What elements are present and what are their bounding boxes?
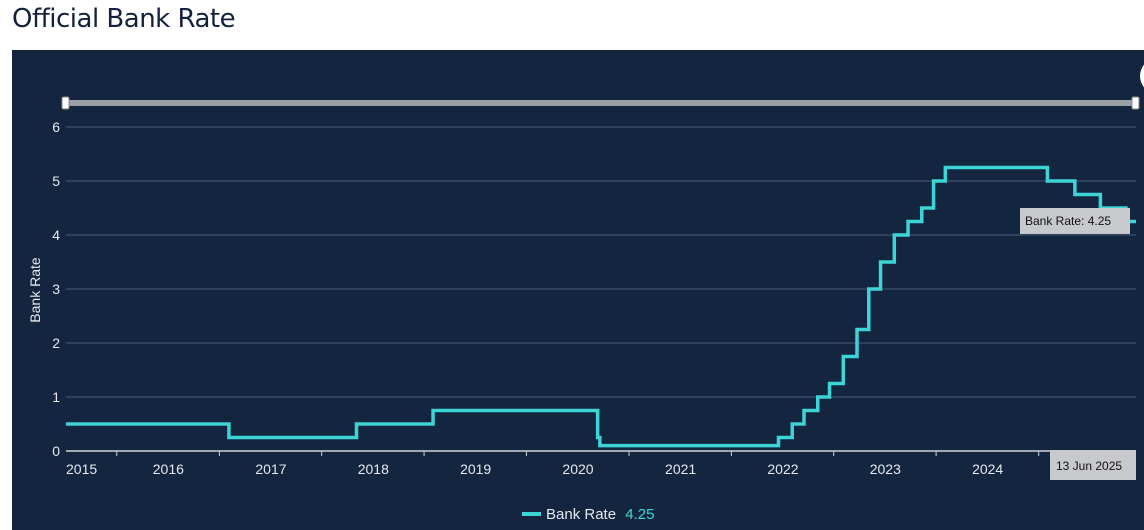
legend[interactable]: Bank Rate 4.25 [522, 506, 654, 523]
range-slider-handle-right[interactable] [1131, 96, 1140, 110]
x-tick-label: 2019 [460, 461, 491, 477]
range-slider-handle-left[interactable] [61, 96, 70, 110]
y-tick-label: 1 [52, 389, 60, 405]
tooltip-date: 13 Jun 2025 [1050, 450, 1136, 480]
x-tick-label: 2017 [255, 461, 286, 477]
y-tick-label: 6 [52, 119, 60, 135]
y-tick-label: 5 [52, 173, 60, 189]
menu-toggle-button[interactable] [1140, 58, 1144, 94]
y-tick-label: 4 [52, 227, 60, 243]
x-tick-label: 2018 [358, 461, 389, 477]
series-line-bank-rate[interactable] [66, 165, 1136, 448]
x-tick-label: 2023 [870, 461, 901, 477]
bank-rate-chart: 0 1 2 3 4 5 6 2015 2016 2017 2018 2019 2020 2021 2022 2… [27, 58, 1144, 523]
x-tick-label: 2021 [665, 461, 696, 477]
page-title: Official Bank Rate [12, 4, 236, 34]
x-tick-label: 2016 [153, 461, 184, 477]
y-tick-label: 3 [52, 281, 60, 297]
x-tick-label: 2024 [972, 461, 1003, 477]
y-axis-label: Bank Rate [27, 257, 43, 323]
legend-label: Bank Rate 4.25 [546, 506, 654, 523]
tooltip-rate-text: Bank Rate: 4.25 [1025, 214, 1111, 228]
x-tick-label: 2022 [767, 461, 798, 477]
x-tick-label: 2015 [66, 461, 97, 477]
legend-series-value: 4.25 [625, 506, 654, 523]
legend-series-name: Bank Rate [546, 506, 616, 523]
chart-panel: 0 1 2 3 4 5 6 2015 2016 2017 2018 2019 2020 2021 2022 2… [12, 50, 1144, 530]
tooltip-rate: Bank Rate: 4.25 [1020, 208, 1130, 234]
y-tick-label: 2 [52, 335, 60, 351]
y-tick-label: 0 [52, 443, 60, 459]
x-tick-label: 2020 [562, 461, 593, 477]
tooltip-date-text: 13 Jun 2025 [1056, 459, 1122, 473]
